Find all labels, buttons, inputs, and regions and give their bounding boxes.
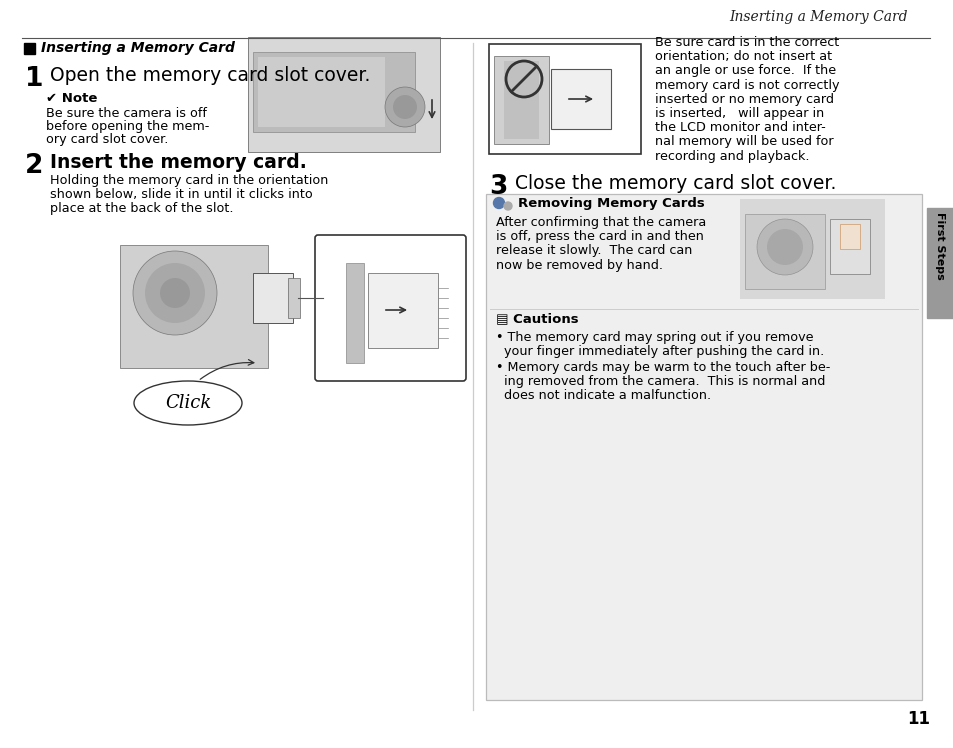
Text: Be sure card is in the correct: Be sure card is in the correct xyxy=(655,36,839,49)
Text: After confirming that the camera: After confirming that the camera xyxy=(496,216,705,229)
Text: Open the memory card slot cover.: Open the memory card slot cover. xyxy=(50,66,370,85)
Text: is off, press the card in and then: is off, press the card in and then xyxy=(496,230,703,243)
Bar xyxy=(740,199,884,299)
Text: Inserting a Memory Card: Inserting a Memory Card xyxy=(41,41,234,55)
Text: ing removed from the camera.  This is normal and: ing removed from the camera. This is nor… xyxy=(496,375,824,388)
Text: 3: 3 xyxy=(489,174,507,200)
Bar xyxy=(24,43,35,54)
Text: ✔ Note: ✔ Note xyxy=(46,92,97,105)
Bar xyxy=(744,214,824,289)
Text: place at the back of the slot.: place at the back of the slot. xyxy=(50,202,233,215)
Text: Click: Click xyxy=(165,394,211,412)
Bar xyxy=(368,273,437,348)
Text: 11: 11 xyxy=(906,710,929,728)
Circle shape xyxy=(503,202,512,210)
Bar xyxy=(257,57,385,127)
Text: memory card is not correctly: memory card is not correctly xyxy=(655,79,839,91)
Circle shape xyxy=(757,219,812,275)
Bar xyxy=(253,273,293,323)
Bar xyxy=(494,56,548,144)
Text: is inserted,   will appear in: is inserted, will appear in xyxy=(655,107,823,120)
Text: your finger immediately after pushing the card in.: your finger immediately after pushing th… xyxy=(496,345,823,358)
Bar xyxy=(551,69,610,129)
Text: First Steps: First Steps xyxy=(934,212,944,280)
Bar xyxy=(248,37,439,152)
Text: now be removed by hand.: now be removed by hand. xyxy=(496,259,662,272)
Text: the LCD monitor and inter-: the LCD monitor and inter- xyxy=(655,121,825,134)
Bar xyxy=(840,224,859,249)
Circle shape xyxy=(160,278,190,308)
Circle shape xyxy=(766,229,802,265)
Circle shape xyxy=(393,95,416,119)
Bar xyxy=(346,263,364,363)
Text: before opening the mem-: before opening the mem- xyxy=(46,120,209,133)
Text: ory card slot cover.: ory card slot cover. xyxy=(46,133,168,146)
Text: inserted or no memory card: inserted or no memory card xyxy=(655,93,833,105)
Text: • Memory cards may be warm to the touch after be-: • Memory cards may be warm to the touch … xyxy=(496,361,829,374)
Bar xyxy=(926,208,953,318)
Text: shown below, slide it in until it clicks into: shown below, slide it in until it clicks… xyxy=(50,188,313,201)
Ellipse shape xyxy=(133,381,242,425)
Text: Inserting a Memory Card: Inserting a Memory Card xyxy=(729,10,907,24)
Circle shape xyxy=(145,263,205,323)
Bar xyxy=(288,278,299,318)
Bar xyxy=(503,61,538,139)
Circle shape xyxy=(132,251,216,335)
Text: recording and playback.: recording and playback. xyxy=(655,150,809,162)
Text: • The memory card may spring out if you remove: • The memory card may spring out if you … xyxy=(496,331,813,344)
Circle shape xyxy=(385,87,424,127)
Bar xyxy=(485,194,921,700)
Bar xyxy=(829,219,869,274)
Text: Close the memory card slot cover.: Close the memory card slot cover. xyxy=(515,174,836,193)
Text: Holding the memory card in the orientation: Holding the memory card in the orientati… xyxy=(50,174,328,187)
Text: 1: 1 xyxy=(25,66,44,92)
Text: release it slowly.  The card can: release it slowly. The card can xyxy=(496,245,692,257)
Text: Insert the memory card.: Insert the memory card. xyxy=(50,153,307,172)
Text: nal memory will be used for: nal memory will be used for xyxy=(655,135,833,148)
Text: an angle or use force.  If the: an angle or use force. If the xyxy=(655,64,835,77)
Bar xyxy=(120,245,268,368)
Text: does not indicate a malfunction.: does not indicate a malfunction. xyxy=(496,389,710,402)
Text: Removing Memory Cards: Removing Memory Cards xyxy=(517,197,704,210)
Bar xyxy=(489,44,640,154)
Text: Be sure the camera is off: Be sure the camera is off xyxy=(46,107,207,120)
Text: ▤ Cautions: ▤ Cautions xyxy=(496,312,578,325)
Circle shape xyxy=(493,197,504,209)
Text: orientation; do not insert at: orientation; do not insert at xyxy=(655,50,831,63)
Bar xyxy=(253,52,415,132)
FancyBboxPatch shape xyxy=(314,235,465,381)
Text: 2: 2 xyxy=(25,153,43,179)
